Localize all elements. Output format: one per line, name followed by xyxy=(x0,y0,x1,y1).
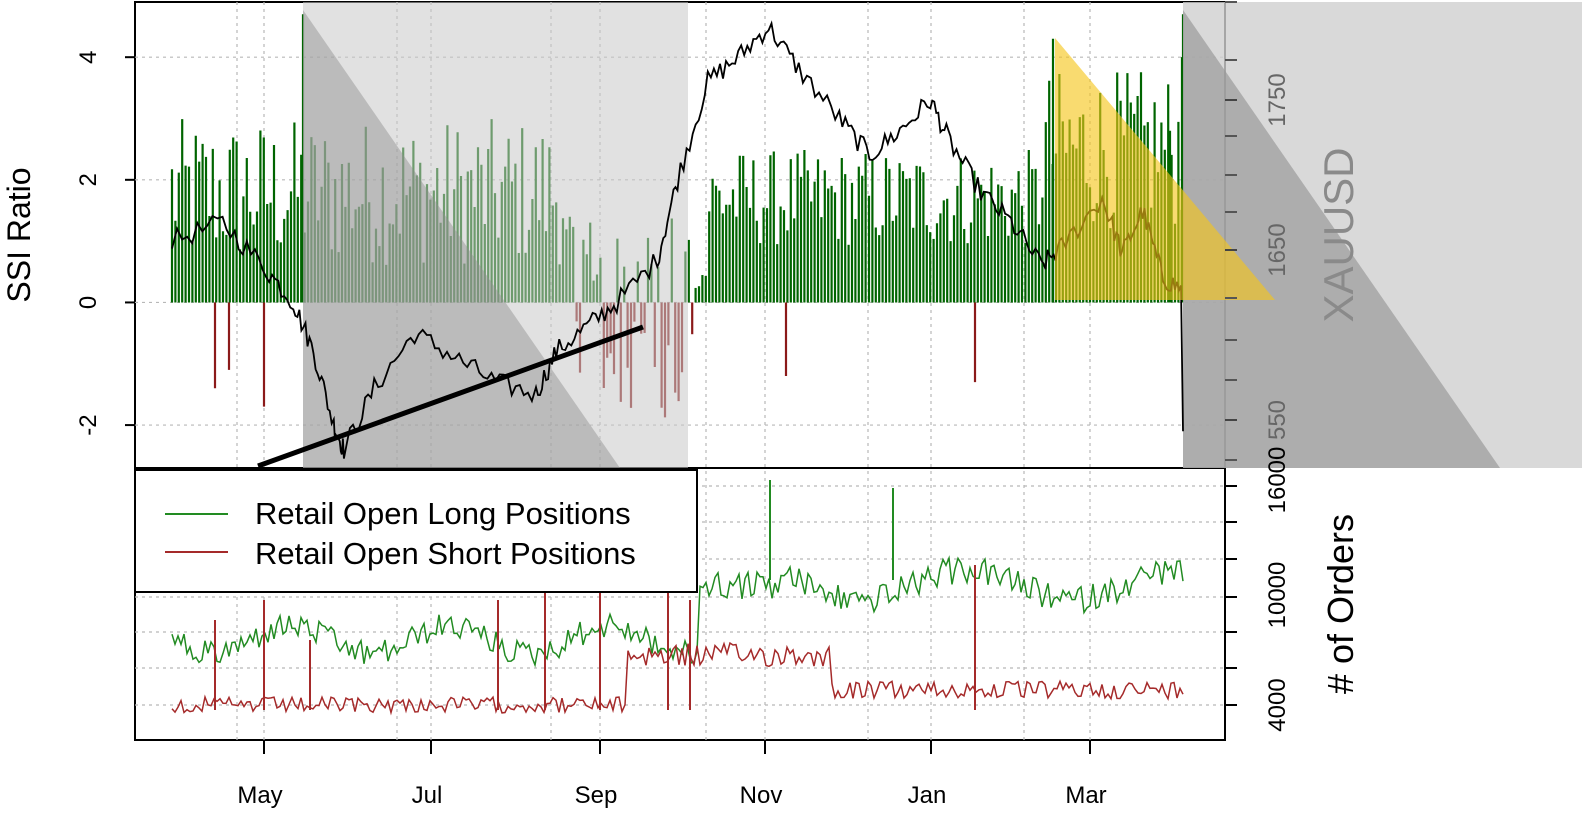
legend-short-label: Retail Open Short Positions xyxy=(255,536,636,571)
short-spikes xyxy=(214,480,976,710)
x-axis: May Jul Sep Nov Jan Mar xyxy=(237,740,1107,809)
xauusd-price-line xyxy=(171,20,1184,459)
x-tick-label: May xyxy=(237,782,282,809)
right-tick-label: 1650 xyxy=(1264,223,1291,276)
right-tick-label: 10000 xyxy=(1264,562,1291,629)
y-tick-label: 4 xyxy=(75,51,102,64)
gray-triangle-left xyxy=(303,10,620,468)
right-tick-label: 16000 xyxy=(1264,447,1291,514)
legend-long-label: Retail Open Long Positions xyxy=(255,496,631,531)
short-positions-line xyxy=(171,641,1184,716)
long-positions-line xyxy=(171,555,1184,668)
legend: Retail Open Long Positions Retail Open S… xyxy=(134,469,698,593)
right-tick-label: 550 xyxy=(1264,400,1291,440)
x-tick-label: Mar xyxy=(1065,782,1106,809)
trend-line xyxy=(257,324,644,469)
y-tick-label: 2 xyxy=(75,173,102,186)
gray-triangle-right xyxy=(1183,10,1500,468)
x-tick-label: Jul xyxy=(412,782,443,809)
gray-shade-region xyxy=(303,2,688,468)
x-tick-label: Sep xyxy=(575,782,618,809)
y-tick-label: -2 xyxy=(75,414,102,435)
legend-box xyxy=(134,469,698,593)
yellow-triangle xyxy=(1055,38,1275,300)
x-tick-label: Jan xyxy=(908,782,947,809)
xauusd-axis-title: XAUUSD xyxy=(1315,147,1362,322)
right-tick-label: 1750 xyxy=(1264,73,1291,126)
ssi-ratio-axis-title: SSI Ratio xyxy=(1,167,37,302)
left-axis: 4 2 0 -2 xyxy=(75,51,135,436)
right-axis-bottom: 16000 10000 4000 xyxy=(1225,447,1291,732)
right-axis-top: 1750 1650 550 xyxy=(1225,1,1291,461)
x-tick-label: Nov xyxy=(740,782,783,809)
y-tick-label: 0 xyxy=(75,296,102,309)
right-tick-label: 4000 xyxy=(1264,678,1291,731)
orders-axis-title: # of Orders xyxy=(1320,514,1361,694)
